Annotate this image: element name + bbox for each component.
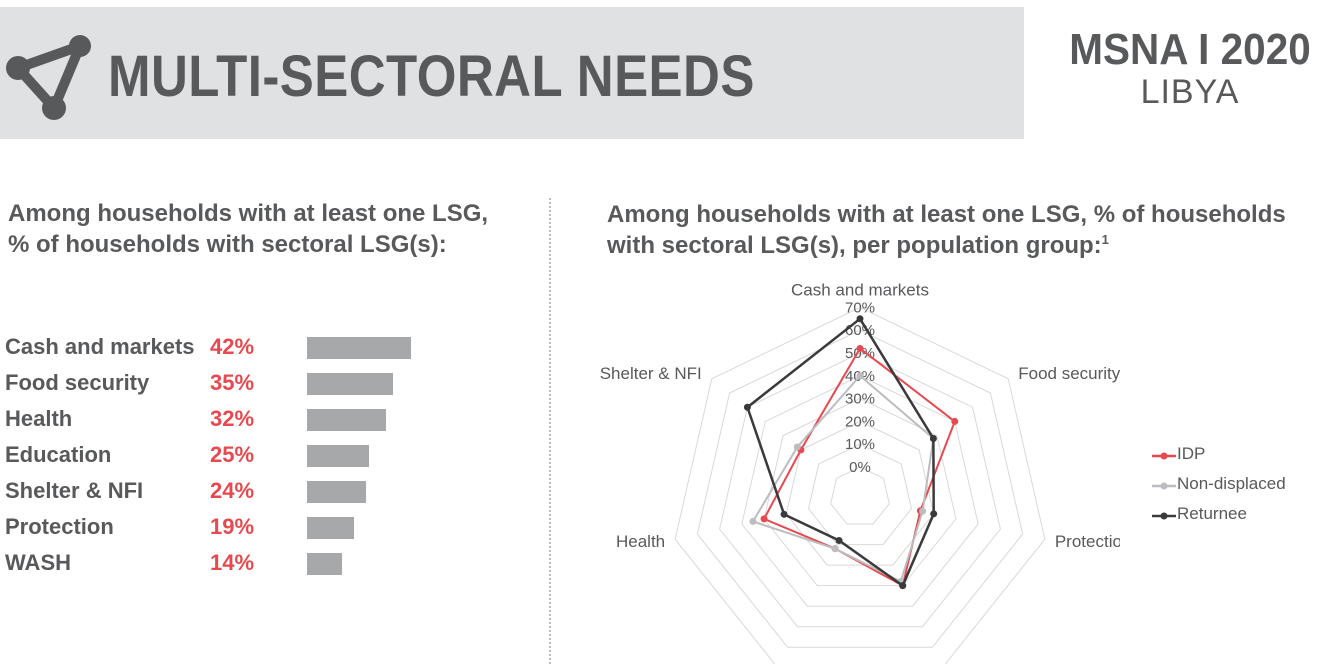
bar — [307, 373, 394, 395]
radar-point — [899, 582, 907, 590]
radar-point — [856, 372, 864, 380]
bar-category-label: Protection — [5, 514, 114, 539]
radar-point — [743, 403, 751, 411]
radar-point — [930, 510, 938, 518]
radar-grid-ring — [763, 398, 957, 587]
legend-label: Non-displaced — [1177, 474, 1286, 493]
left-panel-title: Among households with at least one LSG, … — [8, 198, 528, 260]
bar-row: Protection 19% — [5, 511, 525, 547]
radar-point — [856, 344, 864, 352]
radar-tick-label: 70% — [845, 299, 875, 316]
legend-swatch — [1152, 482, 1176, 490]
bar-row: Education 25% — [5, 439, 525, 475]
radar-point — [835, 536, 843, 544]
bar-category-label: Food security — [5, 370, 150, 395]
bar — [307, 445, 369, 467]
right-title-line-1: Among households with at least one LSG, … — [607, 201, 1286, 228]
left-title-line-2: % of households with sectoral LSG(s): — [8, 231, 447, 258]
radar-grid-ring — [696, 329, 1024, 648]
left-title-line-1: Among households with at least one LSG, — [8, 200, 489, 227]
radar-series-line — [762, 346, 956, 588]
radar-point — [951, 417, 959, 425]
bar-row: Food security 35% — [5, 367, 525, 403]
radar-grid-ring — [807, 443, 913, 546]
bar-category-label: Education — [5, 442, 112, 467]
bar-value-label: 32% — [210, 406, 255, 431]
bar-row: Health 32% — [5, 403, 525, 439]
legend-label: IDP — [1177, 444, 1206, 463]
bar — [307, 517, 354, 539]
radar-grid-ring — [719, 352, 1001, 628]
bar-chart: Cash and markets 42% Food security 35% Healt… — [5, 331, 525, 583]
page-title: MULTI-SECTORAL NEEDS — [108, 44, 755, 109]
radar-point — [793, 443, 801, 451]
bar-category-label: Cash and markets — [5, 334, 195, 359]
bar — [307, 481, 367, 503]
legend-label: Returnee — [1177, 504, 1247, 523]
radar-point — [856, 315, 864, 323]
legend-swatch — [1152, 452, 1176, 460]
header-band: MULTI-SECTORAL NEEDS — [0, 7, 1024, 139]
right-title-line-2: with sectoral LSG(s), per population gro… — [607, 230, 1327, 261]
bar-row: Shelter & NFI 24% — [5, 475, 525, 511]
bar-value-label: 14% — [210, 550, 255, 575]
radar-axis-label: Health — [616, 532, 665, 551]
bar-value-label: 42% — [210, 334, 255, 359]
bar — [307, 409, 387, 431]
radar-axis-label: Food security — [1018, 364, 1120, 383]
radar-axis-label: Cash and markets — [791, 280, 929, 299]
bar — [307, 337, 411, 359]
radar-tick-label: 0% — [849, 459, 871, 476]
radar-point — [929, 434, 937, 442]
radar-tick-label: 30% — [845, 391, 875, 408]
bar-value-label: 35% — [210, 370, 255, 395]
radar-series-line — [751, 374, 935, 583]
bar-category-label: Health — [5, 406, 73, 431]
radar-tick-label: 50% — [845, 345, 875, 362]
bar-row: Cash and markets 42% — [5, 331, 525, 367]
radar-point — [749, 517, 757, 525]
radar-grid-ring — [830, 466, 890, 525]
radar-chart: 0%10%20%30%40%50%60%70%Cash and marketsF… — [600, 280, 1120, 664]
radar-grid-ring — [785, 420, 935, 566]
bar-row: WASH 14% — [5, 547, 525, 583]
legend-swatch — [1152, 512, 1176, 520]
panel-divider — [549, 198, 551, 664]
bar-value-label: 25% — [210, 442, 255, 467]
bar — [307, 553, 342, 575]
radar-grid-ring — [741, 375, 979, 607]
radar-tick-label: 20% — [845, 413, 875, 430]
brand-block: MSNA I 2020 LIBYA — [1050, 25, 1330, 111]
bar-category-label: WASH — [5, 550, 71, 575]
right-title-line-2-text: with sectoral LSG(s), per population gro… — [607, 232, 1102, 259]
bar-value-label: 19% — [210, 514, 255, 539]
radar-point — [831, 545, 839, 553]
radar-point — [760, 515, 768, 523]
bar-value-label: 24% — [210, 478, 255, 503]
brand-main: MSNA I 2020 — [1069, 25, 1311, 74]
footnote-marker: 1 — [1101, 232, 1109, 247]
bar-category-label: Shelter & NFI — [5, 478, 144, 503]
right-panel-title: Among households with at least one LSG, … — [607, 199, 1327, 261]
radar-series-line — [745, 316, 935, 588]
radar-point — [780, 510, 788, 518]
radar-grid-ring — [674, 306, 1046, 664]
radar-point — [919, 507, 927, 515]
radar-tick-label: 60% — [845, 322, 875, 339]
radar-axis-label: Shelter & NFI — [600, 364, 702, 383]
radar-axis-label: Protection — [1055, 532, 1120, 551]
brand-country: LIBYA — [1140, 73, 1240, 111]
network-triangle-icon — [6, 35, 91, 120]
radar-tick-label: 10% — [845, 436, 875, 453]
